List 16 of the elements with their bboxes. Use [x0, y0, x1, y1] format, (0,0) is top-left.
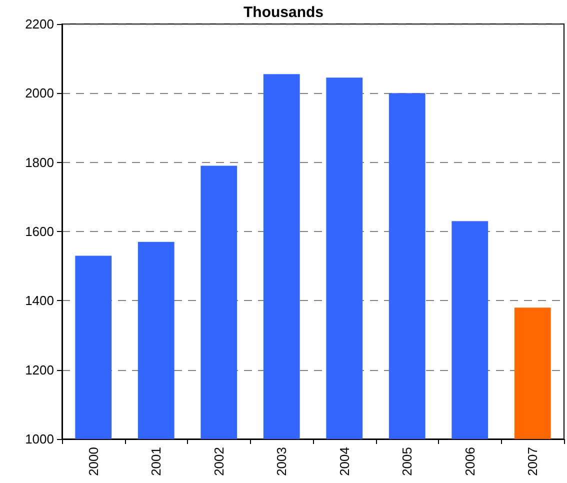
x-tick-label: 2000	[86, 447, 101, 476]
x-tick-label: 2001	[148, 447, 164, 476]
x-tick-label: 2002	[211, 447, 226, 476]
x-tick-label: 2003	[274, 447, 290, 476]
y-tick-label: 2200	[25, 16, 54, 32]
y-tick-label: 2000	[25, 86, 54, 101]
y-tick-label: 1200	[25, 362, 54, 378]
y-tick-label: 1800	[25, 154, 54, 170]
x-tick-label: 2004	[336, 447, 352, 476]
y-tick-label: 1400	[25, 293, 54, 308]
y-tick-label: 1600	[25, 224, 54, 239]
x-tick-label: 2006	[462, 447, 478, 476]
chart-title: Thousands	[243, 4, 324, 21]
y-tick-label: 1000	[25, 432, 54, 446]
x-tick-label: 2005	[400, 447, 415, 476]
x-tick-label: 2007	[525, 447, 540, 476]
